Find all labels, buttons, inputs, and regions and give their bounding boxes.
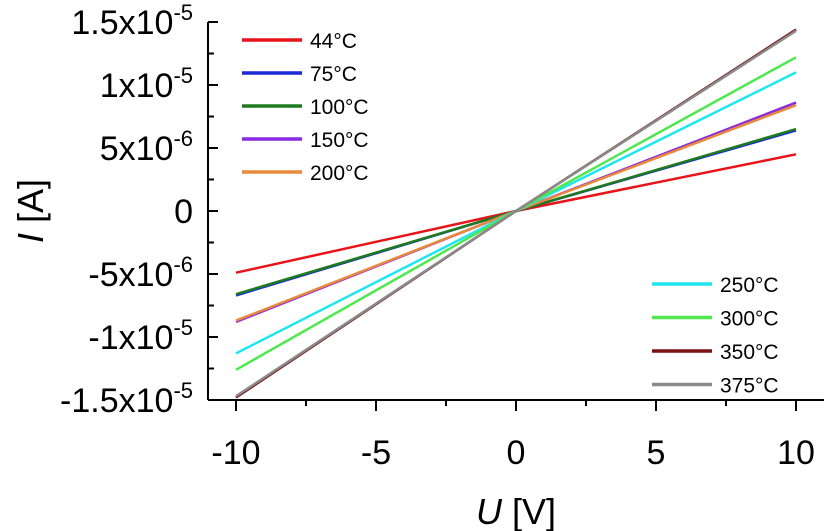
x-axis-title: U [V]	[476, 491, 556, 531]
legend-label: 350°C	[720, 341, 779, 364]
y-axis-title: I [A]	[10, 179, 51, 243]
legend-label: 250°C	[720, 274, 779, 297]
legend-label: 44°C	[310, 30, 357, 53]
x-axis-unit: [V]	[502, 491, 556, 531]
y-axis-variable: I	[10, 233, 51, 243]
legend-layer: 44°C 75°C 100°C 150°C 200°C 250°C 300°C 350°C 37…	[242, 30, 779, 398]
y-axis-unit: [A]	[10, 179, 51, 233]
x-tick-label: 0	[507, 434, 526, 472]
axes-frame-layer	[207, 21, 824, 411]
y-tick-label: 1x10-5	[100, 63, 193, 105]
series-line	[235, 29, 797, 398]
x-tick-label: 5	[647, 434, 666, 472]
y-tick-label: 5x10-6	[100, 126, 193, 168]
legend-label: 200°C	[310, 162, 369, 185]
x-axis-variable: U	[476, 491, 503, 531]
series-line	[235, 129, 797, 297]
y-tick-label: -5x10-6	[88, 252, 193, 294]
legend-label: 150°C	[310, 129, 369, 152]
x-tick-label: 10	[777, 434, 815, 472]
series-layer	[235, 28, 797, 399]
legend-label: 300°C	[720, 308, 779, 331]
y-tick-label: -1x10-5	[88, 315, 193, 357]
y-tick-label: -1.5x10-5	[60, 378, 193, 420]
y-tick-label: 0	[174, 193, 193, 231]
x-tick-label: -5	[361, 434, 391, 472]
x-tick-label: -10	[211, 434, 260, 472]
legend-label: 100°C	[310, 96, 369, 119]
legend-label: 375°C	[720, 375, 779, 398]
tick-label-layer: -10 -5 0 5 10 1.5x10-5 1x10-5 5x10-6 0 -5x10-6 -1x…	[60, 0, 815, 472]
y-tick-label: 1.5x10-5	[71, 0, 193, 42]
legend-label: 75°C	[310, 63, 357, 86]
